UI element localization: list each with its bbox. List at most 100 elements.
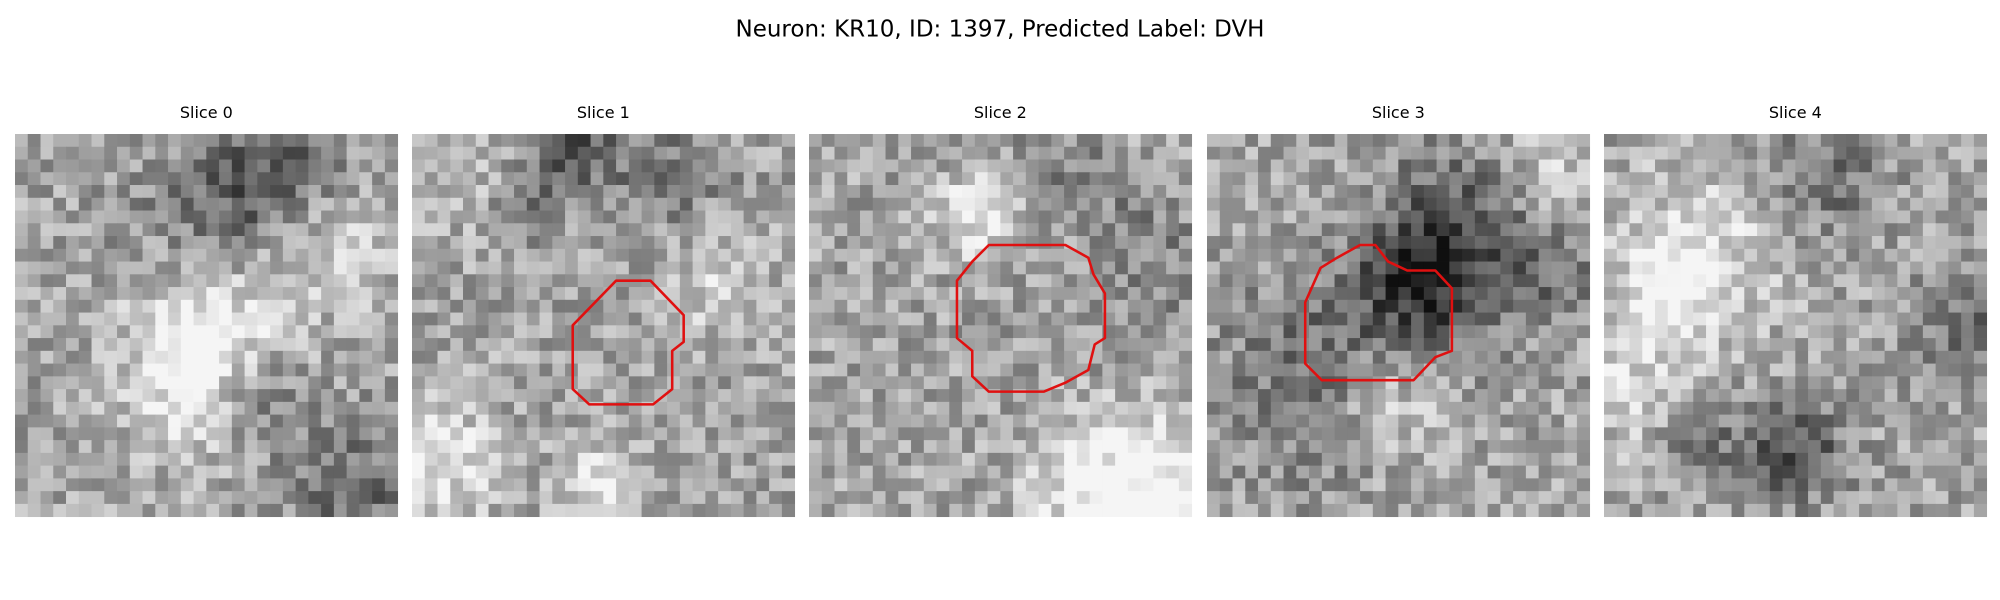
pixel <box>1347 172 1361 186</box>
pixel <box>923 414 937 428</box>
pixel <box>27 274 41 288</box>
pixel <box>962 197 976 211</box>
pixel <box>1910 146 1924 160</box>
pixel <box>1000 452 1014 467</box>
pixel <box>282 312 296 326</box>
pixel <box>603 159 617 173</box>
pixel <box>539 363 553 377</box>
pixel <box>91 389 105 403</box>
pixel <box>1513 363 1527 377</box>
pixel <box>1897 427 1911 441</box>
pixel <box>193 134 207 148</box>
pixel <box>1884 465 1898 479</box>
pixel <box>1051 452 1065 467</box>
pixel <box>1487 338 1501 352</box>
pixel <box>412 134 426 148</box>
pixel <box>552 146 566 160</box>
pixel <box>1642 376 1656 390</box>
pixel <box>809 185 823 199</box>
pixel <box>308 452 322 467</box>
pixel <box>1833 401 1847 415</box>
pixel <box>346 491 360 505</box>
pixel <box>1283 427 1297 441</box>
pixel <box>1474 210 1488 224</box>
pixel <box>730 376 745 390</box>
pixel <box>53 248 67 262</box>
pixel <box>1398 223 1412 237</box>
pixel <box>1757 172 1771 186</box>
pixel <box>1500 465 1514 479</box>
pixel <box>1667 134 1681 148</box>
pixel <box>1360 350 1374 364</box>
pixel <box>1859 299 1873 313</box>
pixel <box>679 261 693 275</box>
pixel <box>1744 159 1758 173</box>
pixel <box>936 274 950 288</box>
pixel <box>1076 287 1090 301</box>
pixel <box>27 299 41 313</box>
pixel <box>1360 312 1374 326</box>
pixel <box>193 287 207 301</box>
pixel <box>1655 452 1669 467</box>
pixel <box>1398 350 1412 364</box>
pixel <box>66 274 80 288</box>
pixel <box>27 172 41 186</box>
pixel <box>257 223 271 237</box>
pixel <box>257 287 271 301</box>
pixel <box>834 389 848 403</box>
pixel <box>1178 223 1193 237</box>
pixel <box>270 465 284 479</box>
pixel <box>142 440 156 454</box>
pixel <box>1973 134 1988 148</box>
pixel <box>743 134 757 148</box>
pixel <box>1769 159 1783 173</box>
pixel <box>66 134 80 148</box>
pixel <box>346 197 360 211</box>
pixel <box>962 236 976 250</box>
pixel <box>104 312 118 326</box>
pixel <box>1576 236 1591 250</box>
pixel <box>1013 185 1027 199</box>
pixel <box>743 350 757 364</box>
pixel <box>872 159 886 173</box>
pixel <box>1744 440 1758 454</box>
pixel <box>1795 210 1809 224</box>
pixel <box>1000 236 1014 250</box>
pixel <box>1744 363 1758 377</box>
pixel <box>1411 376 1425 390</box>
pixel <box>1513 185 1527 199</box>
pixel <box>1051 223 1065 237</box>
pixel <box>91 287 105 301</box>
pixel <box>257 172 271 186</box>
pixel <box>1127 185 1142 199</box>
pixel <box>1833 134 1847 148</box>
pixel <box>1360 427 1374 441</box>
pixel <box>1551 427 1565 441</box>
pixel <box>860 223 874 237</box>
pixel <box>1398 376 1412 390</box>
pixel <box>590 274 604 288</box>
pixel <box>1757 478 1771 492</box>
pixel <box>1245 274 1259 288</box>
pixel <box>1859 478 1873 492</box>
pixel <box>104 134 118 148</box>
pixel <box>1808 299 1822 313</box>
pixel <box>1436 427 1450 441</box>
pixel <box>809 248 823 262</box>
pixel <box>616 248 630 262</box>
pixel <box>1321 248 1335 262</box>
pixel <box>1948 312 1962 326</box>
pixel <box>1436 440 1450 454</box>
pixel <box>987 465 1001 479</box>
pixel <box>1693 146 1707 160</box>
pixel <box>168 389 182 403</box>
pixel <box>974 478 988 492</box>
pixel <box>974 491 988 505</box>
pixel <box>936 325 950 339</box>
pixel <box>1973 261 1988 275</box>
pixel <box>1935 363 1949 377</box>
pixel <box>1232 427 1246 441</box>
pixel <box>1718 159 1732 173</box>
pixel <box>860 478 874 492</box>
pixel <box>847 440 861 454</box>
